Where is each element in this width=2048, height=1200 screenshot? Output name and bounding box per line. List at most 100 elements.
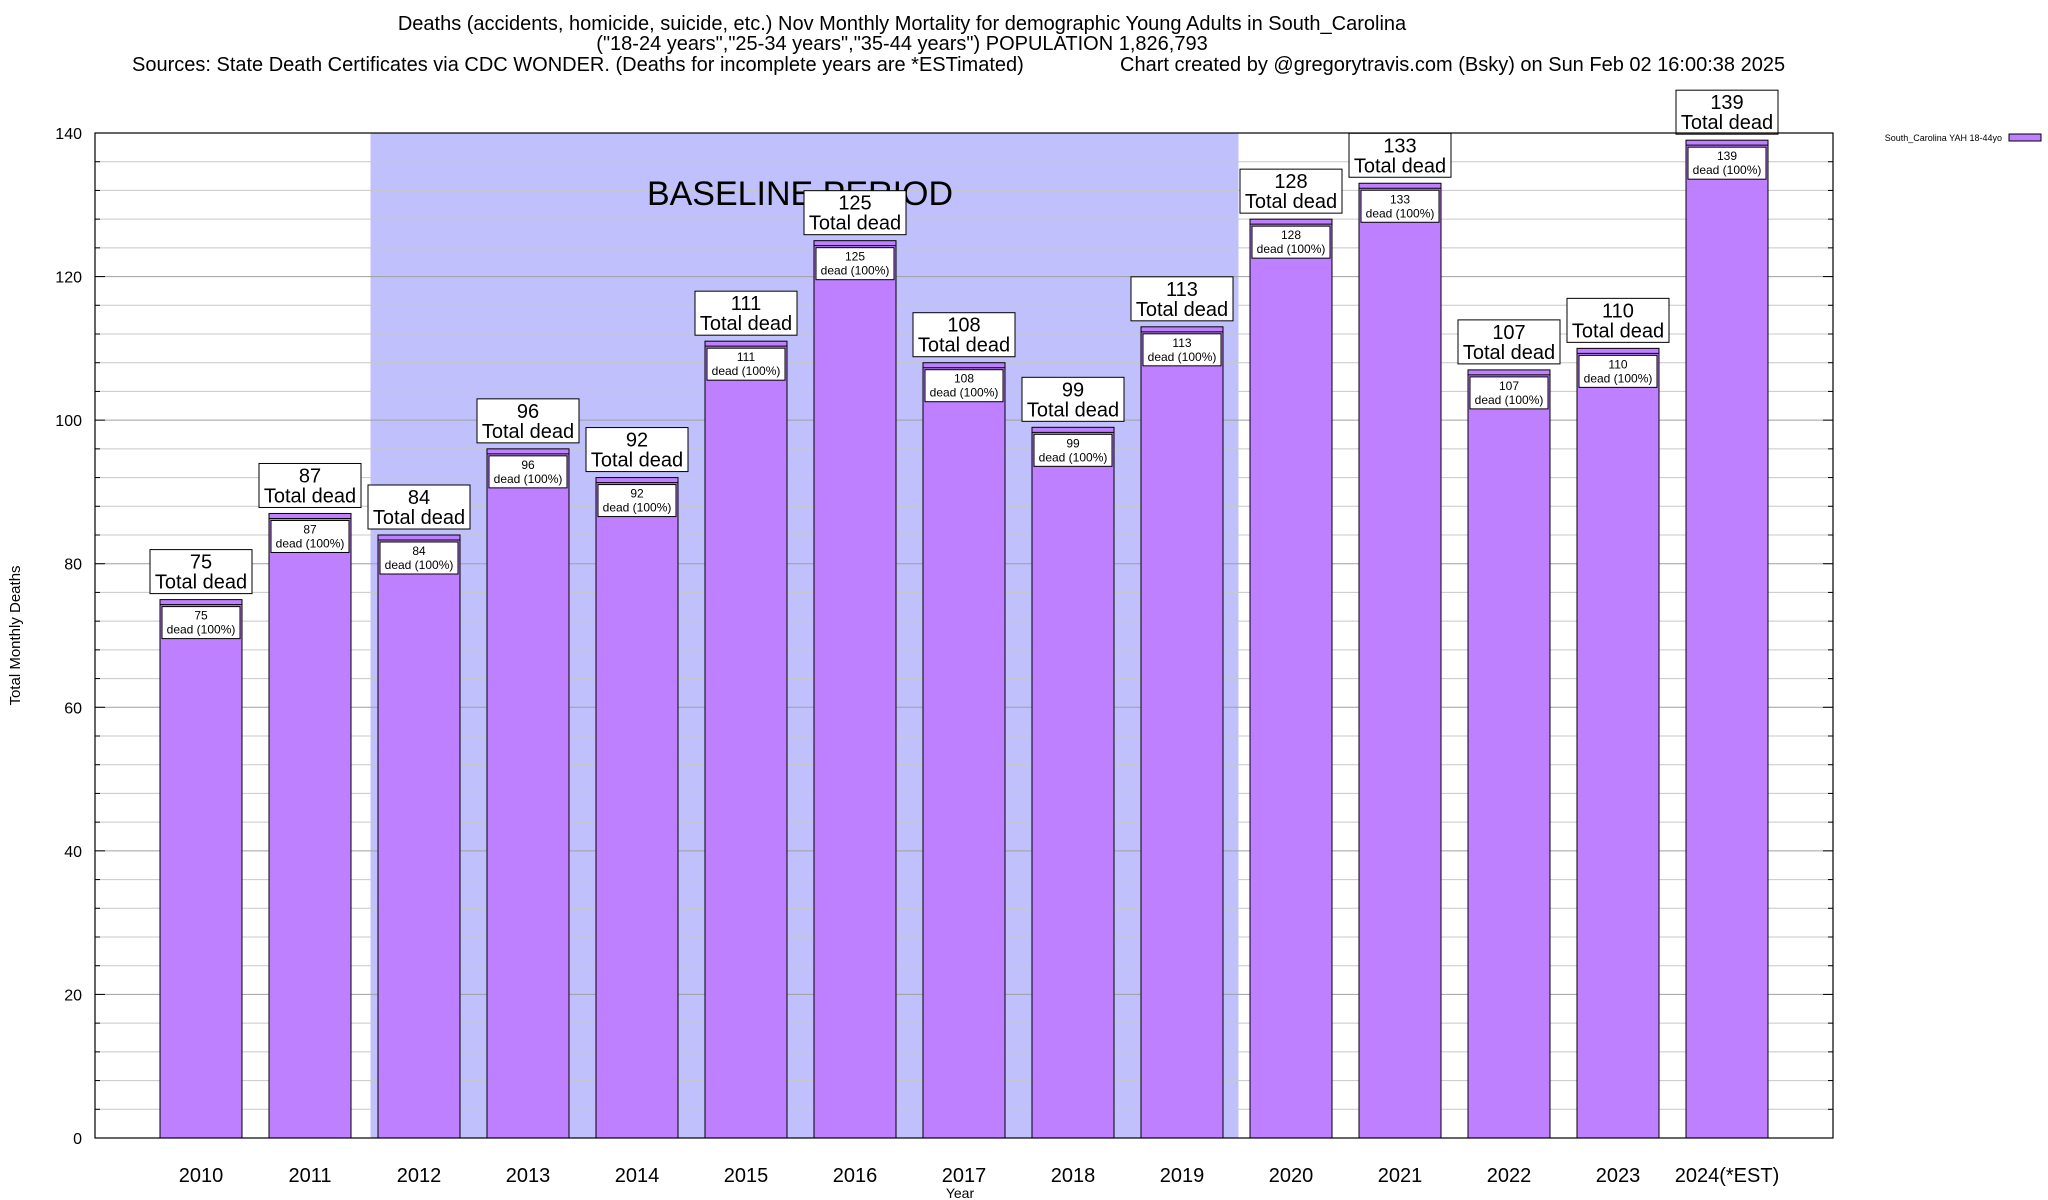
top-label-box: [367, 484, 471, 530]
top-label-text: Total dead: [1027, 399, 1119, 421]
x-tick-label: 2024(*EST): [1675, 1165, 1780, 1187]
inner-label-text: dead (100%): [821, 264, 890, 278]
top-label-box: [1348, 132, 1452, 178]
x-tick-label: 2019: [1160, 1165, 1205, 1187]
x-tick-label: 2017: [942, 1165, 987, 1187]
inner-label-value: 128: [1281, 228, 1301, 242]
top-label-value: 75: [190, 552, 212, 574]
inner-label-value: 92: [630, 487, 644, 501]
inner-label-value: 111: [737, 350, 756, 364]
top-label-text: Total dead: [1136, 299, 1228, 321]
baseline-period-label: BASELINE PERIOD: [647, 175, 953, 213]
legend-label: South_Carolina YAH 18-44yo: [1885, 133, 2002, 143]
top-label-value: 133: [1383, 135, 1416, 157]
top-label-box: [476, 398, 580, 444]
inner-label-value: 96: [521, 458, 535, 472]
top-label-box: [1239, 168, 1343, 214]
top-label-value: 111: [731, 293, 761, 315]
top-label-value: 96: [517, 401, 539, 423]
top-label-text: Total dead: [264, 485, 356, 507]
inner-label-value: 113: [1172, 336, 1191, 350]
inner-label-value: 87: [303, 522, 317, 536]
y-tick-label: 140: [55, 126, 82, 143]
y-tick-label: 60: [64, 700, 82, 717]
inner-label-box: [270, 519, 350, 553]
inner-label-value: 84: [412, 544, 426, 558]
top-label-text: Total dead: [809, 213, 901, 235]
y-tick-label: 40: [64, 844, 82, 861]
top-label-text: Total dead: [1354, 155, 1446, 177]
bar: [1358, 182, 1442, 1139]
inner-label-box: [1360, 189, 1440, 223]
top-label-box: [803, 190, 907, 236]
inner-label-text: dead (100%): [1366, 206, 1435, 220]
top-label-value: 107: [1492, 322, 1525, 344]
x-tick-label: 2011: [288, 1165, 331, 1187]
inner-label-box: [706, 347, 786, 381]
top-label-text: Total dead: [918, 335, 1010, 357]
top-label-text: Total dead: [1463, 342, 1555, 364]
top-label-text: Total dead: [1681, 112, 1773, 134]
inner-label-text: dead (100%): [167, 623, 236, 637]
bar: [1685, 139, 1769, 1139]
bar: [1031, 426, 1115, 1139]
inner-label-box: [161, 606, 241, 640]
x-tick-label: 2018: [1051, 1165, 1096, 1187]
y-tick-label: 120: [55, 270, 82, 287]
x-tick-label: 2016: [833, 1165, 878, 1187]
inner-label-text: dead (100%): [603, 501, 672, 515]
bar: [486, 448, 570, 1139]
inner-label-value: 108: [954, 372, 974, 386]
top-label-box: [1675, 89, 1779, 135]
top-label-text: Total dead: [700, 313, 792, 335]
bar: [1467, 369, 1551, 1139]
inner-label-box: [1142, 333, 1222, 367]
top-label-text: Total dead: [155, 572, 247, 594]
bar: [595, 477, 679, 1139]
inner-label-value: 139: [1717, 149, 1737, 163]
y-tick-label: 20: [64, 987, 82, 1004]
plot-frame: [94, 132, 1834, 1139]
inner-label-text: dead (100%): [1584, 371, 1653, 385]
inner-label-box: [1251, 225, 1331, 259]
x-tick-label: 2023: [1596, 1165, 1641, 1187]
inner-label-box: [597, 484, 677, 518]
top-label-box: [694, 290, 798, 336]
inner-label-text: dead (100%): [494, 472, 563, 486]
y-tick-label: 80: [64, 557, 82, 574]
inner-label-text: dead (100%): [385, 558, 454, 572]
top-label-value: 84: [408, 487, 430, 509]
bar: [1140, 326, 1224, 1139]
inner-label-value: 110: [1608, 357, 1627, 371]
inner-label-value: 99: [1066, 436, 1080, 450]
top-label-box: [912, 312, 1016, 358]
inner-label-text: dead (100%): [1257, 242, 1326, 256]
y-tick-label: 0: [73, 1131, 82, 1148]
x-tick-label: 2012: [397, 1165, 442, 1187]
inner-label-box: [379, 541, 459, 575]
top-label-value: 87: [299, 465, 321, 487]
bar: [813, 240, 897, 1139]
inner-label-text: dead (100%): [276, 536, 345, 550]
inner-label-text: dead (100%): [1148, 350, 1217, 364]
inner-label-value: 75: [194, 609, 208, 623]
bar: [1249, 218, 1333, 1139]
chart-title-line-2: ("18-24 years","25-34 years","35-44 year…: [596, 33, 1208, 55]
x-tick-label: 2021: [1378, 1165, 1423, 1187]
x-tick-label: 2022: [1487, 1165, 1532, 1187]
x-tick-label: 2013: [506, 1165, 551, 1187]
bar: [704, 340, 788, 1139]
top-label-text: Total dead: [1245, 191, 1337, 213]
top-label-value: 125: [838, 193, 871, 215]
inner-label-text: dead (100%): [1039, 450, 1108, 464]
inner-label-box: [488, 455, 568, 489]
inner-label-text: dead (100%): [712, 364, 781, 378]
y-tick-label: 100: [55, 413, 82, 430]
y-axis-label: Total Monthly Deaths: [7, 565, 24, 705]
inner-label-value: 107: [1499, 379, 1519, 393]
x-tick-label: 2015: [724, 1165, 769, 1187]
inner-label-box: [1687, 146, 1767, 180]
top-label-box: [258, 462, 362, 508]
chart-sources-note: Sources: State Death Certificates via CD…: [132, 54, 1024, 76]
